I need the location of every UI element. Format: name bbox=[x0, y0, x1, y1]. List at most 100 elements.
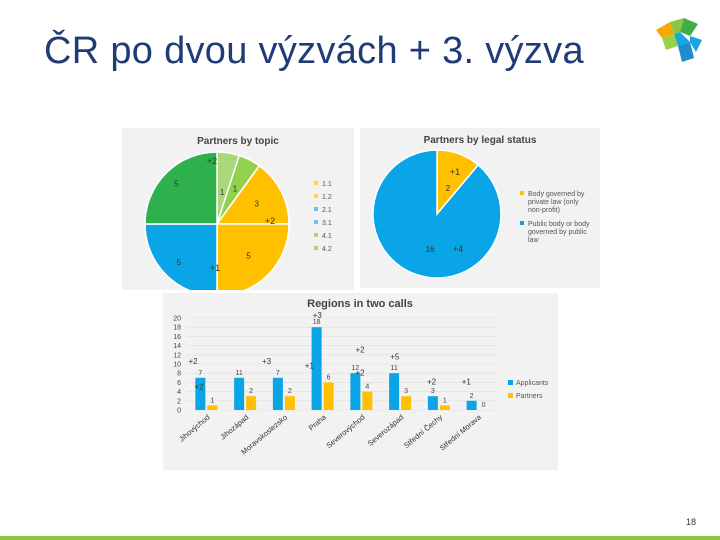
bar-value-label: 11 bbox=[390, 365, 397, 372]
legend-label: 4.2 bbox=[322, 246, 332, 253]
bar-value-label: 6 bbox=[327, 374, 331, 381]
legend-swatch bbox=[508, 393, 513, 398]
bar-applicants bbox=[466, 400, 477, 410]
bar-partners bbox=[207, 405, 218, 410]
legend-label: 3.1 bbox=[322, 220, 332, 227]
legend-swatch bbox=[520, 221, 524, 225]
y-tick-label: 4 bbox=[177, 389, 181, 396]
y-tick-label: 12 bbox=[173, 352, 181, 359]
bar-applicants bbox=[311, 327, 322, 410]
bar-value-label: 1 bbox=[443, 397, 447, 404]
bar-annotation: +2 bbox=[427, 378, 437, 387]
legend-label: 1.2 bbox=[322, 194, 332, 201]
pie-value-label: 5 bbox=[177, 258, 182, 267]
legend-label: Partners bbox=[516, 393, 543, 400]
y-tick-label: 8 bbox=[177, 371, 181, 378]
pie-annotation: +1 bbox=[450, 167, 460, 177]
bar-value-label: 0 bbox=[482, 402, 486, 409]
bar-value-label: 1 bbox=[210, 397, 214, 404]
pie-value-label: 1 bbox=[220, 188, 225, 197]
bar-value-label: 4 bbox=[365, 384, 369, 391]
pie-value-label: 5 bbox=[174, 179, 179, 188]
bar-annotation: +2 bbox=[188, 357, 198, 366]
bar-value-label: 7 bbox=[276, 370, 280, 377]
bar-annotation: +3 bbox=[262, 357, 272, 366]
pie-value-label: 2 bbox=[446, 184, 451, 193]
bar-partners bbox=[401, 396, 412, 410]
legal-chart-panel: Partners by legal status 2 16 +1 +4 Body gov… bbox=[360, 128, 600, 288]
slide-title: ČR po dvou výzvách + 3. výzva bbox=[44, 30, 584, 72]
pie-value-label: 5 bbox=[246, 252, 251, 261]
bottom-accent-bar bbox=[0, 536, 720, 540]
topic-pie-chart: Partners by topic 1 1 3 5 5 5 +2 +2 +1 1.1 1.2 2.1 3… bbox=[144, 136, 332, 297]
pie-slice-3.1 bbox=[216, 223, 290, 297]
x-category-label: Severozápad bbox=[366, 413, 406, 448]
bar-value-label: 18 bbox=[313, 319, 321, 326]
y-tick-label: 0 bbox=[177, 408, 181, 415]
regions-chart-title: Regions in two calls bbox=[307, 298, 413, 310]
bar-annotation: +2 bbox=[355, 346, 365, 355]
legend-label: 4.1 bbox=[322, 233, 332, 240]
pie-annotation: +1 bbox=[210, 263, 220, 273]
legend-swatch bbox=[314, 181, 318, 185]
pie-slice-2.1 bbox=[215, 164, 290, 225]
bar-value-label: 12 bbox=[351, 365, 359, 372]
legend-swatch bbox=[314, 246, 318, 250]
topic-chart-title: Partners by topic bbox=[197, 136, 279, 147]
legend-label: Applicants bbox=[516, 380, 549, 387]
pie-slice-public-body bbox=[372, 149, 502, 279]
bar-applicants bbox=[350, 373, 361, 410]
bar-value-label: 2 bbox=[288, 388, 292, 395]
y-tick-label: 2 bbox=[177, 398, 181, 405]
bar-annotation: +1 bbox=[462, 378, 472, 387]
bar-annotation: +5 bbox=[390, 352, 400, 361]
pie-slice-4.2 bbox=[144, 151, 218, 225]
pie-value-label: 16 bbox=[426, 245, 435, 254]
pie-annotation: +4 bbox=[453, 244, 463, 254]
bar-value-label: 7 bbox=[198, 370, 202, 377]
bar-value-label: 2 bbox=[470, 393, 474, 400]
bar-applicants bbox=[234, 377, 245, 410]
logo-icon bbox=[656, 18, 702, 62]
y-tick-label: 20 bbox=[173, 316, 181, 323]
legend-swatch bbox=[520, 191, 524, 195]
y-tick-label: 16 bbox=[173, 334, 181, 341]
x-category-label: Praha bbox=[307, 412, 329, 432]
y-tick-label: 18 bbox=[173, 325, 181, 332]
bar-value-label: 2 bbox=[249, 388, 253, 395]
page-number: 18 bbox=[685, 517, 696, 527]
bar-partners bbox=[362, 391, 373, 410]
legend-label: 1.1 bbox=[322, 181, 332, 188]
legend-swatch bbox=[314, 207, 318, 211]
bar-partners bbox=[323, 382, 334, 410]
bar-applicants bbox=[272, 377, 283, 410]
legend-swatch bbox=[314, 220, 318, 224]
pie-value-label: 1 bbox=[233, 185, 238, 194]
x-category-label: Severovýchod bbox=[324, 413, 366, 450]
y-tick-label: 6 bbox=[177, 380, 181, 387]
bar-annotation: +2 bbox=[194, 382, 204, 391]
y-tick-label: 10 bbox=[173, 362, 181, 369]
bar-annotation: +2 bbox=[355, 369, 365, 378]
pie-slice-4.1 bbox=[144, 223, 218, 297]
regions-chart-panel: Regions in two calls 0 2 4 6 8 10 12 14 16 18 20 7 1… bbox=[163, 293, 558, 470]
bar-value-label: 3 bbox=[431, 388, 435, 395]
legend-label: 2.1 bbox=[322, 207, 332, 214]
legend-swatch bbox=[508, 380, 513, 385]
regions-bar-chart: Regions in two calls 0246810121416182071… bbox=[173, 298, 549, 457]
legal-pie-chart: Partners by legal status 2 16 +1 +4 Body gov… bbox=[372, 135, 590, 279]
bar-applicants bbox=[195, 377, 206, 410]
bar-annotation: +3 bbox=[313, 311, 323, 320]
x-category-label: Střední Morava bbox=[438, 412, 484, 452]
x-category-label: Jihovýchod bbox=[177, 413, 212, 444]
x-category-label: Jihozápad bbox=[218, 413, 250, 442]
bar-applicants bbox=[427, 396, 438, 410]
legend-swatch bbox=[314, 194, 318, 198]
bar-partners bbox=[284, 396, 295, 410]
bar-partners bbox=[246, 396, 257, 410]
legend-label-public-body: Public body or body governed by public law bbox=[528, 221, 590, 244]
y-tick-label: 14 bbox=[173, 343, 181, 350]
legend-label-private-law: Body governed by private law (only non-pro… bbox=[528, 191, 585, 214]
bar-value-label: 3 bbox=[404, 388, 408, 395]
bar-partners bbox=[439, 405, 450, 410]
